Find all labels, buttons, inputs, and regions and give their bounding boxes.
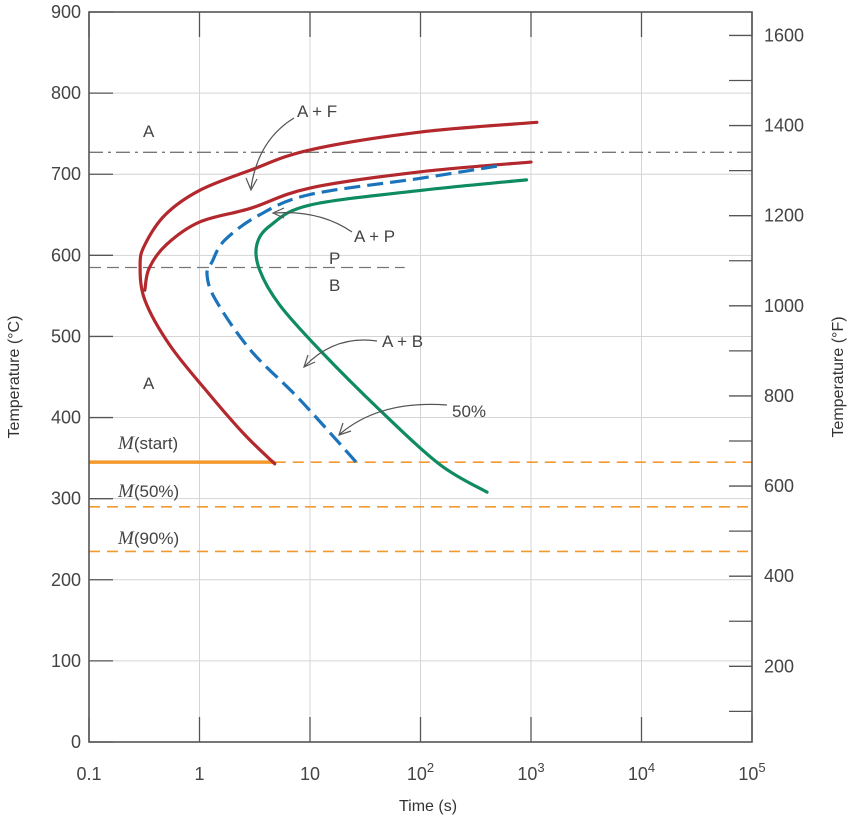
y-tick-label: 100	[51, 651, 81, 671]
y2-tick-label: 400	[764, 566, 794, 586]
arrow-a-plus-f	[250, 117, 295, 189]
x-tick-label: 102	[407, 760, 434, 784]
label-m-start: M(start)	[117, 433, 178, 454]
x-tick-label: 10	[300, 764, 320, 784]
y-tick-label: 700	[51, 164, 81, 184]
y-tick-label: 900	[51, 2, 81, 22]
reference-lines	[89, 151, 752, 269]
y-tick-label: 300	[51, 489, 81, 509]
arrowhead	[271, 207, 285, 219]
curve-start-0	[138, 120, 539, 466]
label-a-plus-f: A + F	[297, 102, 337, 121]
y2-tick-label: 1600	[764, 25, 804, 45]
x-axis-title: Time (s)	[399, 798, 457, 815]
x-tick-label: 105	[738, 760, 765, 784]
arrowhead	[338, 422, 352, 436]
label-fifty-percent: 50%	[452, 402, 486, 421]
y2-axis-title: Temperature (°F)	[830, 316, 847, 437]
y-tick-label: 200	[51, 570, 81, 590]
y2-tick-label: 1000	[764, 296, 804, 316]
y-tick-label: 800	[51, 83, 81, 103]
tick-labels: 0.1 1 10 102 103 104 105 0 100 200 300 400 500 600 700…	[51, 2, 804, 784]
grid	[88, 11, 753, 743]
curve-fifty-2	[205, 164, 498, 465]
curve-end-3	[254, 178, 529, 494]
y2-tick-label: 1400	[764, 116, 804, 136]
y-tick-label: 500	[51, 326, 81, 346]
y-tick-label: 600	[51, 245, 81, 265]
y2-tick-label: 800	[764, 386, 794, 406]
label-pearlite: P	[329, 249, 340, 268]
curve-start-1	[143, 160, 533, 292]
plot-frame	[88, 11, 753, 743]
x-tick-label: 103	[517, 760, 544, 784]
label-austenite-lower: A	[143, 374, 155, 393]
axes	[88, 11, 753, 743]
x-tick-label: 104	[628, 760, 655, 784]
y2-tick-label: 1200	[764, 206, 804, 226]
y-axis-title: Temperature (°C)	[6, 316, 23, 439]
label-m-50: M(50%)	[117, 481, 179, 502]
y2-tick-label: 200	[764, 656, 794, 676]
label-bainite: B	[329, 276, 340, 295]
curves	[138, 120, 539, 494]
label-m-90: M(90%)	[117, 528, 179, 549]
arrow-fifty	[339, 403, 448, 435]
y2-tick-label: 600	[764, 476, 794, 496]
arrowhead	[245, 177, 258, 192]
y-tick-label: 400	[51, 408, 81, 428]
x-tick-label: 1	[194, 764, 204, 784]
y-tick-label: 0	[71, 732, 81, 752]
x-tick-label: 0.1	[76, 764, 101, 784]
arrow-a-plus-b	[304, 339, 378, 367]
arrowhead	[302, 354, 316, 369]
label-a-plus-p: A + P	[354, 227, 395, 246]
label-austenite-upper: A	[143, 122, 155, 141]
arrow-a-plus-p	[274, 212, 353, 233]
label-a-plus-b: A + B	[382, 332, 423, 351]
annotation-arrows	[245, 117, 448, 436]
